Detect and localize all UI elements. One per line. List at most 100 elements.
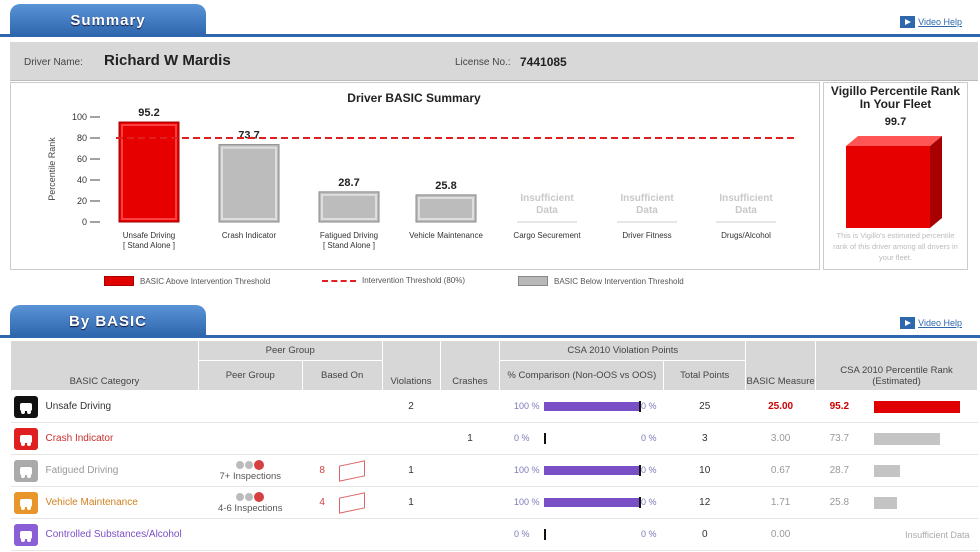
summary-tab[interactable]: Summary <box>10 4 206 37</box>
comparison-end <box>638 496 641 508</box>
col-based-on: Based On <box>301 360 383 391</box>
total-points-cell: 25 <box>663 390 746 423</box>
driver-name-label: Driver Name: <box>24 57 83 68</box>
basic-measure: 1.71 <box>770 497 791 508</box>
insufficient-label: Data <box>636 205 658 216</box>
x-tick-sublabel: [ Stand Alone ] <box>123 241 175 250</box>
percentile-cell: 95.2 <box>815 390 978 423</box>
y-tick-label: 100 <box>72 112 87 122</box>
x-tick-label: Unsafe Driving <box>123 231 175 240</box>
data-label: 95.2 <box>138 107 159 119</box>
x-tick-label: Vehicle Maintenance <box>409 231 483 240</box>
wrench-icon <box>13 491 38 514</box>
fatigue-icon <box>13 459 38 482</box>
basic-summary-chart-box: Driver BASIC Summary Percentile Rank 100 80… <box>10 82 820 270</box>
comparison-cell: 100 % 0 % <box>499 454 664 487</box>
play-icon[interactable] <box>900 16 916 28</box>
unsafe-driving-icon <box>13 395 38 418</box>
category-name[interactable]: Fatigued Driving <box>45 465 119 476</box>
data-label: 25.8 <box>435 180 456 192</box>
fleet-rank-bar <box>846 136 942 228</box>
insufficient-label: Data <box>536 205 558 216</box>
percentile-value: 95.2 <box>829 401 850 413</box>
comparison-bar <box>543 497 639 507</box>
bar-bevel-0 <box>121 124 177 220</box>
peer-dots <box>198 459 302 471</box>
based-on-cell <box>302 422 383 455</box>
inspection-report-icon[interactable] <box>338 459 365 482</box>
bar-2 <box>318 191 380 223</box>
category-name[interactable]: Vehicle Maintenance <box>45 497 138 508</box>
insufficient-label: Data <box>735 205 757 216</box>
based-on-count: 4 <box>319 497 325 509</box>
peer-cell <box>198 390 303 423</box>
percentile-cell: 25.8 <box>815 486 978 519</box>
basic-measure: 0.00 <box>770 529 791 540</box>
video-help-label-2[interactable]: Video Help <box>918 318 962 328</box>
total-points-cell: 0 <box>663 518 746 551</box>
peer-group: 7+ Inspections <box>219 470 282 482</box>
by-basic-tab[interactable]: By BASIC <box>10 305 206 338</box>
total-points-cell: 10 <box>663 454 746 487</box>
percentile-value: Insufficient Data <box>905 529 970 540</box>
table-row: Vehicle Maintenance 4-6 Inspections 4 1 100 … <box>10 486 978 519</box>
fleet-rank-note: This is Vigillo's estimated percentile r… <box>833 231 958 262</box>
y-tick-label: 0 <box>82 217 87 227</box>
non-oos-pct: 0 % <box>513 529 530 540</box>
video-help-link[interactable]: Video Help <box>900 16 962 28</box>
fleet-rank-title: Vigillo Percentile Rank In Your Fleet <box>830 84 961 111</box>
col-percentile: CSA 2010 Percentile Rank (Estimated) <box>815 340 978 391</box>
y-tick-label: 60 <box>77 154 87 164</box>
y-axis-label: Percentile Rank <box>47 137 57 201</box>
play-icon[interactable] <box>900 317 916 329</box>
x-tick-label: Cargo Securement <box>513 231 581 240</box>
bar-bevel-1 <box>221 146 277 220</box>
percentile-bar <box>873 464 900 477</box>
insufficient-label: Insufficient <box>719 193 773 204</box>
category-cell: Unsafe Driving <box>10 390 199 423</box>
bottle-icon <box>13 523 38 546</box>
legend-above: BASIC Above Intervention Threshold <box>104 276 270 286</box>
peer-cell: 4-6 Inspections <box>198 486 303 519</box>
col-total-points: Total Points <box>663 360 747 391</box>
non-oos-pct: 100 % <box>513 401 540 412</box>
percentile-value: 28.7 <box>829 465 850 477</box>
basic-measure-cell: 3.00 <box>745 422 816 455</box>
crashes-cell <box>440 390 500 423</box>
legend-below: BASIC Below Intervention Threshold <box>518 276 684 286</box>
legend-below-label: BASIC Below Intervention Threshold <box>554 276 684 286</box>
basic-measure-cell: 0.67 <box>745 454 816 487</box>
oos-pct: 0 % <box>640 401 657 412</box>
peer-dots <box>198 491 302 503</box>
y-tick-label: 40 <box>77 175 87 185</box>
tab-divider <box>0 34 980 37</box>
category-name[interactable]: Controlled Substances/Alcohol <box>45 529 182 540</box>
chart-legend: BASIC Above Intervention Threshold Inter… <box>100 276 820 292</box>
table-row: Crash Indicator 1 0 % 0 % 3 3.00 73.7 <box>10 422 978 455</box>
group-peer: Peer Group <box>197 340 383 361</box>
video-help-link-2[interactable]: Video Help <box>900 317 962 329</box>
based-on-cell <box>302 518 383 551</box>
basic-measure-cell: 1.71 <box>745 486 816 519</box>
legend-above-swatch <box>104 276 134 286</box>
x-tick-label: Drugs/Alcohol <box>721 231 771 240</box>
category-name[interactable]: Unsafe Driving <box>45 401 112 412</box>
oos-pct: 0 % <box>640 465 657 476</box>
fleet-rank-value: 99.7 <box>884 116 907 128</box>
fleet-rank-box: Vigillo Percentile Rank In Your Fleet 99… <box>823 82 968 270</box>
crashes-cell <box>440 518 500 551</box>
non-oos-pct: 100 % <box>513 497 540 508</box>
table-row: Controlled Substances/Alcohol 0 % 0 % 0 0.00… <box>10 518 978 551</box>
comparison-cell: 0 % 0 % <box>499 422 664 455</box>
category-cell: Fatigued Driving <box>10 454 199 487</box>
category-name[interactable]: Crash Indicator <box>45 433 114 444</box>
percentile-cell: 73.7 <box>815 422 978 455</box>
video-help-label[interactable]: Video Help <box>918 17 962 27</box>
comparison-end <box>638 400 641 412</box>
comparison-track <box>543 400 641 412</box>
driver-info-bar: Driver Name: Richard W Mardis License No… <box>10 42 978 81</box>
basic-measure-cell: 0.00 <box>745 518 816 551</box>
inspection-report-icon[interactable] <box>338 491 365 514</box>
percentile-cell: Insufficient Data <box>815 518 978 551</box>
y-tick-label: 80 <box>77 133 87 143</box>
